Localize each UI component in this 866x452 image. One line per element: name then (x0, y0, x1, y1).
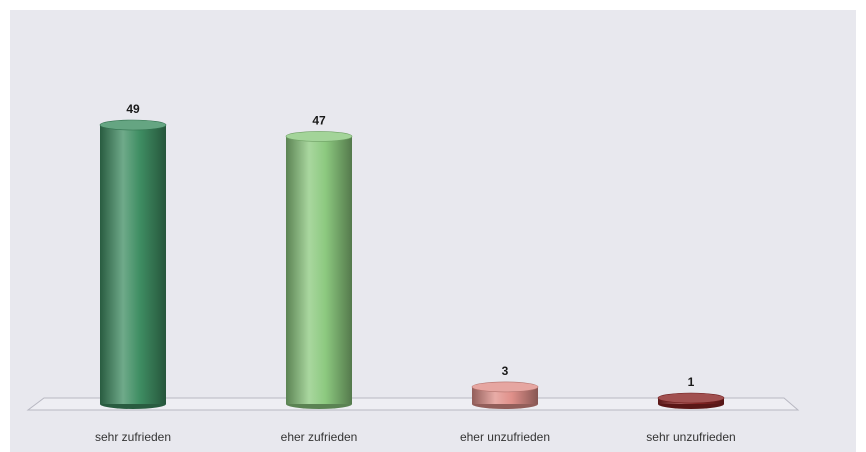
bar-4 (657, 392, 725, 409)
category-label-2: eher zufrieden (281, 430, 358, 444)
chart-area: 49 47 3 1 sehr zufrieden eher zufrieden eher … (10, 10, 856, 452)
bar-chart: 49 47 3 1 sehr zufrieden eher zufrieden eher … (26, 102, 800, 444)
value-label-2: 47 (312, 113, 326, 127)
bar-3 (471, 381, 539, 409)
category-label-1: sehr zufrieden (95, 430, 171, 444)
value-label-1: 49 (126, 102, 140, 116)
value-label-4: 1 (688, 375, 695, 389)
category-label-4: sehr unzufrieden (646, 430, 735, 444)
bar-1 (99, 119, 167, 409)
bar-2 (285, 131, 353, 409)
value-label-3: 3 (502, 364, 509, 378)
category-label-3: eher unzufrieden (460, 430, 550, 444)
chart-floor (26, 397, 800, 411)
